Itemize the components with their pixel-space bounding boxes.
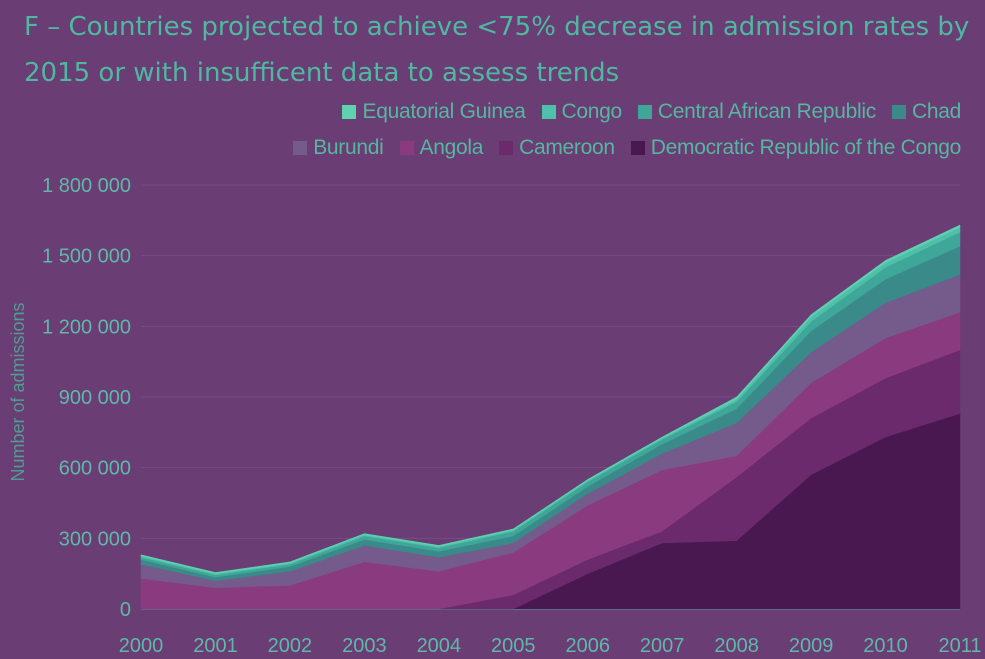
legend-swatch bbox=[541, 105, 556, 119]
x-tick-label: 2006 bbox=[565, 635, 610, 657]
y-tick-label: 0 bbox=[120, 599, 131, 621]
legend-swatch bbox=[630, 141, 645, 155]
legend-label: Equatorial Guinea bbox=[362, 100, 526, 123]
y-axis-title: Number of admissions bbox=[8, 302, 28, 481]
y-tick-label: 1 800 000 bbox=[42, 175, 131, 197]
legend-label: Burundi bbox=[313, 136, 384, 159]
legend-item-angola: Angola bbox=[399, 136, 484, 160]
x-tick-label: 2005 bbox=[491, 635, 536, 657]
legend-label: Central African Republic bbox=[657, 100, 876, 123]
legend-label: Chad bbox=[911, 100, 961, 123]
legend-item-chad: Chad bbox=[891, 100, 961, 124]
x-tick-label: 2001 bbox=[193, 635, 238, 657]
legend-label: Congo bbox=[561, 100, 623, 123]
legend-label: Cameroon bbox=[519, 136, 615, 159]
chart-title: F – Countries projected to achieve <75% … bbox=[24, 12, 970, 88]
legend-item-burundi: Burundi bbox=[293, 136, 384, 160]
x-tick-label: 2008 bbox=[714, 635, 759, 657]
legend-swatch bbox=[891, 105, 906, 119]
legend-swatch bbox=[293, 141, 308, 155]
stacked-areas bbox=[140, 224, 961, 610]
y-tick-labels: 0 300 000 600 000 900 000 1 200 000 1 500 000… bbox=[42, 175, 131, 621]
x-tick-labels: 2000 2001 2002 2003 2004 2005 2006 2007 2008 2009… bbox=[119, 635, 982, 657]
y-tick-label: 1 500 000 bbox=[42, 246, 131, 268]
x-tick-label: 2011 bbox=[938, 635, 981, 657]
legend-swatch bbox=[342, 105, 357, 119]
x-tick-label: 2007 bbox=[640, 635, 685, 657]
legend-swatch bbox=[499, 141, 514, 155]
legend-label: Democratic Republic of the Congo bbox=[650, 136, 962, 159]
legend-item-equatorial-guinea: Equatorial Guinea bbox=[342, 100, 526, 124]
legend-item-congo: Congo bbox=[541, 100, 623, 124]
legend-swatch bbox=[637, 105, 652, 119]
x-tick-label: 2010 bbox=[863, 635, 908, 657]
x-tick-label: 2002 bbox=[268, 635, 313, 657]
legend-item-central-african-republic: Central African Republic bbox=[637, 100, 876, 124]
y-tick-label: 600 000 bbox=[59, 458, 131, 480]
legend-label: Angola bbox=[419, 136, 484, 159]
area-equatorial-guinea bbox=[140, 224, 961, 574]
x-tick-label: 2000 bbox=[119, 635, 164, 657]
chart-legend: Equatorial Guinea Congo Central African Re… bbox=[261, 100, 961, 160]
x-tick-label: 2009 bbox=[789, 635, 834, 657]
legend-item-cameroon: Cameroon bbox=[499, 136, 615, 160]
x-tick-label: 2003 bbox=[342, 635, 387, 657]
x-tick-label: 2004 bbox=[417, 635, 462, 657]
legend-item-democratic-republic-of-the-congo: Democratic Republic of the Congo bbox=[630, 136, 962, 160]
y-tick-label: 1 200 000 bbox=[42, 316, 131, 338]
y-tick-label: 900 000 bbox=[59, 387, 131, 409]
legend-swatch bbox=[399, 141, 414, 155]
y-tick-label: 300 000 bbox=[59, 528, 131, 550]
